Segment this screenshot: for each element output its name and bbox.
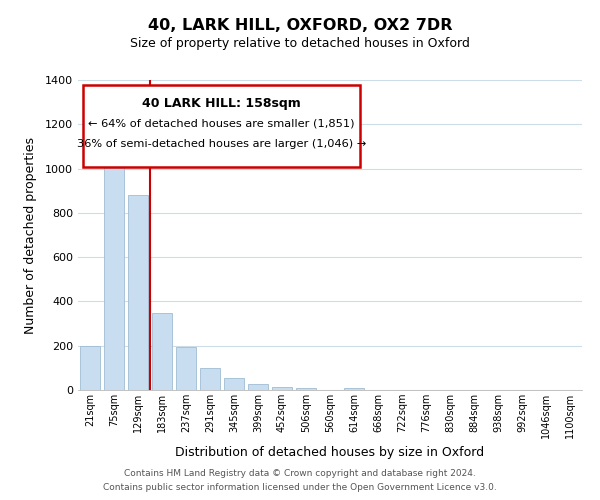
Bar [272,386,292,390]
Bar [104,142,124,390]
Text: ← 64% of detached houses are smaller (1,851): ← 64% of detached houses are smaller (1,… [88,118,355,128]
Bar [224,378,244,390]
Bar [80,346,100,390]
Y-axis label: Number of detached properties: Number of detached properties [23,136,37,334]
X-axis label: Distribution of detached houses by size in Oxford: Distribution of detached houses by size … [175,446,485,460]
Text: Size of property relative to detached houses in Oxford: Size of property relative to detached ho… [130,38,470,51]
FancyBboxPatch shape [83,84,360,167]
Text: 36% of semi-detached houses are larger (1,046) →: 36% of semi-detached houses are larger (… [77,139,366,149]
Text: Contains HM Land Registry data © Crown copyright and database right 2024.: Contains HM Land Registry data © Crown c… [124,468,476,477]
Bar [152,312,172,390]
Bar [344,388,364,390]
Text: 40, LARK HILL, OXFORD, OX2 7DR: 40, LARK HILL, OXFORD, OX2 7DR [148,18,452,32]
Bar [248,384,268,390]
Bar [200,368,220,390]
Bar [128,195,148,390]
Text: Contains public sector information licensed under the Open Government Licence v3: Contains public sector information licen… [103,484,497,492]
Bar [176,347,196,390]
Bar [296,388,316,390]
Text: 40 LARK HILL: 158sqm: 40 LARK HILL: 158sqm [142,97,301,110]
